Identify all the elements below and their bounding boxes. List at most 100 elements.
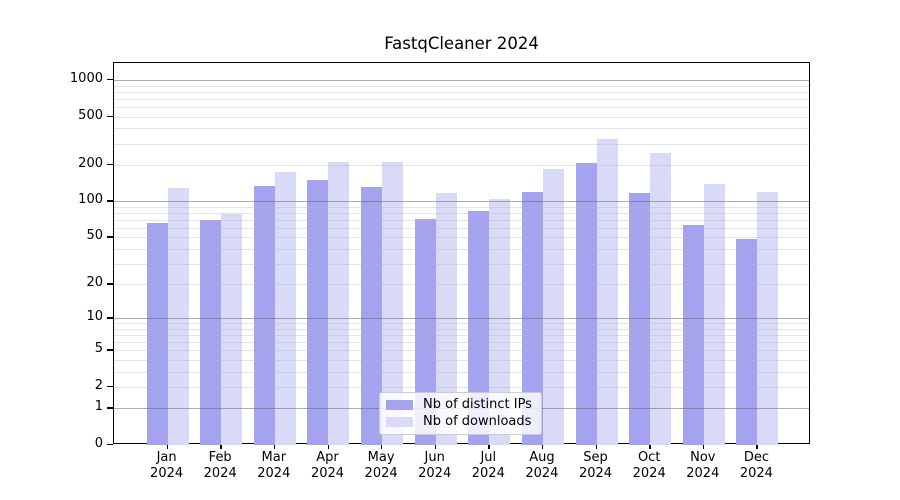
- x-tick-month: Sep: [583, 450, 608, 465]
- x-tick-month: Nov: [690, 450, 716, 465]
- x-tick-year: 2024: [471, 465, 505, 481]
- bar-nb-of-downloads-feb: [221, 213, 242, 445]
- gridline-minor: [114, 85, 809, 87]
- legend-item-downloads: Nb of downloads: [386, 414, 532, 429]
- bar-nb-of-distinct-ips-sep: [576, 162, 597, 445]
- x-tick-year: 2024: [364, 465, 398, 481]
- gridline-minor: [114, 323, 809, 325]
- y-axis-tick: [107, 407, 113, 409]
- x-tick-year: 2024: [739, 465, 773, 481]
- x-tick-year: 2024: [418, 465, 452, 481]
- x-tick-label-jun: Jun 2024: [403, 450, 467, 481]
- gridline-minor: [114, 342, 809, 344]
- legend-swatch-downloads: [386, 416, 413, 427]
- gridline-minor: [114, 350, 809, 352]
- x-axis-tick: [166, 444, 168, 449]
- plot-area: [113, 62, 810, 445]
- x-tick-month: Mar: [261, 450, 287, 465]
- x-axis-tick: [702, 444, 705, 449]
- bar-nb-of-downloads-aug: [543, 169, 564, 445]
- x-axis-tick: [220, 444, 222, 449]
- gridline-major: [114, 201, 809, 203]
- x-tick-month: Jun: [424, 450, 445, 465]
- x-axis-tick: [488, 444, 490, 449]
- y-tick-label: 20: [86, 275, 103, 291]
- x-tick-label-aug: Aug 2024: [510, 450, 574, 481]
- x-tick-year: 2024: [257, 465, 291, 481]
- x-axis-tick: [381, 444, 383, 449]
- y-axis-tick: [107, 349, 113, 351]
- x-tick-month: Jan: [156, 450, 177, 465]
- bar-nb-of-distinct-ips-jul: [468, 210, 489, 445]
- gridline-minor: [114, 206, 809, 208]
- x-tick-label-may: May 2024: [349, 450, 413, 481]
- x-tick-year: 2024: [150, 465, 184, 481]
- y-axis-tick: [107, 444, 113, 446]
- y-tick-label: 50: [86, 228, 103, 244]
- gridline-minor: [114, 143, 809, 145]
- x-tick-month: Jul: [480, 450, 497, 465]
- y-tick-label: 2: [94, 378, 103, 393]
- gridline-minor: [114, 98, 809, 100]
- x-tick-year: 2024: [578, 465, 613, 481]
- bar-nb-of-downloads-sep: [597, 138, 618, 445]
- x-axis-tick: [327, 444, 329, 449]
- gridline-minor: [114, 284, 809, 286]
- x-axis-tick: [273, 444, 276, 449]
- x-tick-label-dec: Dec 2024: [724, 450, 788, 481]
- legend-label-distinct-ips: Nb of distinct IPs: [423, 397, 532, 412]
- legend-item-distinct-ips: Nb of distinct IPs: [386, 397, 532, 412]
- bar-nb-of-downloads-apr: [328, 161, 349, 445]
- y-tick-label: 500: [78, 107, 103, 123]
- gridline-minor: [114, 248, 809, 250]
- x-axis-tick: [595, 444, 597, 449]
- gridline-major: [114, 80, 809, 81]
- x-tick-year: 2024: [310, 465, 345, 481]
- x-tick-label-apr: Apr 2024: [296, 450, 360, 481]
- y-tick-label: 1: [94, 399, 103, 415]
- gridline-minor: [114, 128, 809, 130]
- chart-title: FastqCleaner 2024: [384, 34, 539, 53]
- y-tick-label: 5: [94, 341, 103, 357]
- x-tick-month: Oct: [637, 450, 661, 465]
- x-tick-label-oct: Oct 2024: [617, 450, 681, 481]
- x-axis-tick: [756, 444, 758, 449]
- x-tick-label-mar: Mar 2024: [242, 450, 306, 481]
- bar-nb-of-downloads-mar: [275, 171, 296, 445]
- bar-nb-of-distinct-ips-nov: [683, 224, 704, 445]
- gridline-minor: [114, 212, 809, 214]
- x-tick-label-feb: Feb 2024: [188, 450, 252, 481]
- legend-label-downloads: Nb of downloads: [423, 414, 532, 429]
- bar-nb-of-downloads-nov: [704, 184, 725, 445]
- gridline-major: [114, 318, 809, 320]
- bar-nb-of-distinct-ips-may: [361, 186, 382, 445]
- bar-nb-of-downloads-jan: [168, 187, 189, 445]
- gridline-minor: [114, 219, 809, 221]
- gridline-minor: [114, 335, 809, 337]
- x-tick-label-nov: Nov 2024: [671, 450, 735, 481]
- x-tick-year: 2024: [686, 465, 720, 481]
- gridline-minor: [114, 164, 809, 166]
- bar-nb-of-downloads-jul: [489, 199, 510, 445]
- x-tick-label-sep: Sep 2024: [564, 450, 628, 481]
- gridline-minor: [114, 227, 809, 229]
- gridline-minor: [114, 328, 809, 330]
- y-axis-tick: [107, 283, 113, 285]
- x-tick-label-jan: Jan 2024: [135, 450, 199, 481]
- bar-nb-of-distinct-ips-jun: [415, 219, 436, 445]
- x-tick-month: Apr: [316, 450, 339, 465]
- y-axis-tick: [107, 163, 113, 166]
- y-axis-tick: [107, 79, 113, 81]
- y-axis-tick: [107, 115, 113, 117]
- gridline-minor: [114, 91, 809, 93]
- x-tick-month: Aug: [529, 450, 555, 465]
- bar-nb-of-distinct-ips-jan: [147, 222, 168, 445]
- x-tick-year: 2024: [203, 465, 237, 481]
- bar-nb-of-distinct-ips-dec: [736, 239, 757, 445]
- x-axis-tick: [434, 444, 437, 449]
- gridline-minor: [114, 387, 809, 388]
- x-tick-label-jul: Jul 2024: [456, 450, 520, 481]
- gridline-minor: [114, 360, 809, 361]
- gridline-minor: [114, 107, 809, 108]
- x-tick-month: May: [367, 450, 395, 465]
